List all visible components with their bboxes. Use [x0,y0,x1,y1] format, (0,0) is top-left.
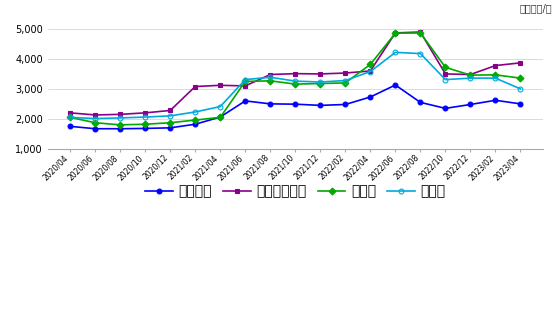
国产尿素 [267,102,273,106]
复合肥 [317,80,324,84]
国产尿素 [442,106,449,110]
复合肥 [492,76,499,80]
氯化鿠 [467,73,474,77]
国产磷酸二铵 [442,72,449,76]
国产尿素 [242,99,249,103]
氯化鿠 [317,81,324,86]
复合肥 [442,77,449,81]
国产尿素 [467,103,474,107]
复合肥 [467,76,474,80]
国产尿素 [67,124,74,128]
国产磷酸二铵 [317,72,324,76]
国产磷酸二铵 [217,83,224,87]
国产磷酸二铵 [242,84,249,88]
Legend: 国产尿素, 国产磷酸二铵, 氯化鿠, 复合肥: 国产尿素, 国产磷酸二铵, 氯化鿠, 复合肥 [140,179,451,204]
国产尿素 [517,102,524,106]
复合肥 [167,114,174,118]
国产磷酸二铵 [517,61,524,65]
氯化鿠 [492,73,499,77]
复合肥 [142,115,148,119]
国产磷酸二铵 [142,111,148,115]
国产尿素 [92,127,99,131]
复合肥 [517,87,524,91]
氯化鿠 [192,118,199,122]
复合肥 [367,69,374,73]
国产磷酸二铵 [467,72,474,76]
复合肥 [267,75,273,79]
氯化鿠 [417,31,424,35]
Line: 国产磷酸二铵: 国产磷酸二铵 [68,30,523,117]
复合肥 [392,50,399,54]
Line: 氯化鿠: 氯化鿠 [68,30,523,127]
国产磷酸二铵 [342,71,349,75]
复合肥 [292,79,299,83]
国产尿素 [192,122,199,126]
氯化鿠 [292,82,299,86]
氯化鿠 [92,121,99,125]
Text: 单位：元/吨: 单位：元/吨 [520,3,552,13]
氯化鿠 [142,122,148,126]
氯化鿠 [117,123,123,127]
氯化鿠 [367,62,374,66]
国产尿素 [217,115,224,119]
氯化鿠 [342,81,349,85]
国产磷酸二铵 [192,85,199,89]
国产磷酸二铵 [167,109,174,113]
复合肥 [117,116,123,120]
国产尿素 [392,83,399,87]
国产磷酸二铵 [417,30,424,34]
国产磷酸二铵 [67,111,74,115]
氯化鿠 [517,76,524,80]
复合肥 [417,51,424,55]
国产磷酸二铵 [267,72,273,76]
复合肥 [192,110,199,114]
国产尿素 [417,101,424,105]
氯化鿠 [442,65,449,69]
复合肥 [242,77,249,81]
国产磷酸二铵 [117,112,123,116]
复合肥 [92,117,99,121]
复合肥 [217,105,224,109]
Line: 国产尿素: 国产尿素 [68,82,523,131]
氯化鿠 [217,115,224,119]
国产尿素 [492,98,499,102]
国产磷酸二铵 [492,63,499,67]
国产磷酸二铵 [392,31,399,35]
氯化鿠 [267,79,273,83]
国产磷酸二铵 [92,113,99,117]
国产尿素 [167,126,174,130]
国产磷酸二铵 [367,69,374,73]
复合肥 [67,115,74,119]
国产尿素 [117,127,123,131]
氯化鿠 [167,121,174,125]
国产磷酸二铵 [292,71,299,75]
复合肥 [342,78,349,82]
氯化鿠 [67,115,74,119]
氯化鿠 [242,79,249,84]
国产尿素 [317,103,324,107]
国产尿素 [367,95,374,99]
氯化鿠 [392,31,399,35]
国产尿素 [292,102,299,106]
国产尿素 [142,127,148,131]
国产尿素 [342,103,349,107]
Line: 复合肥: 复合肥 [68,50,523,121]
